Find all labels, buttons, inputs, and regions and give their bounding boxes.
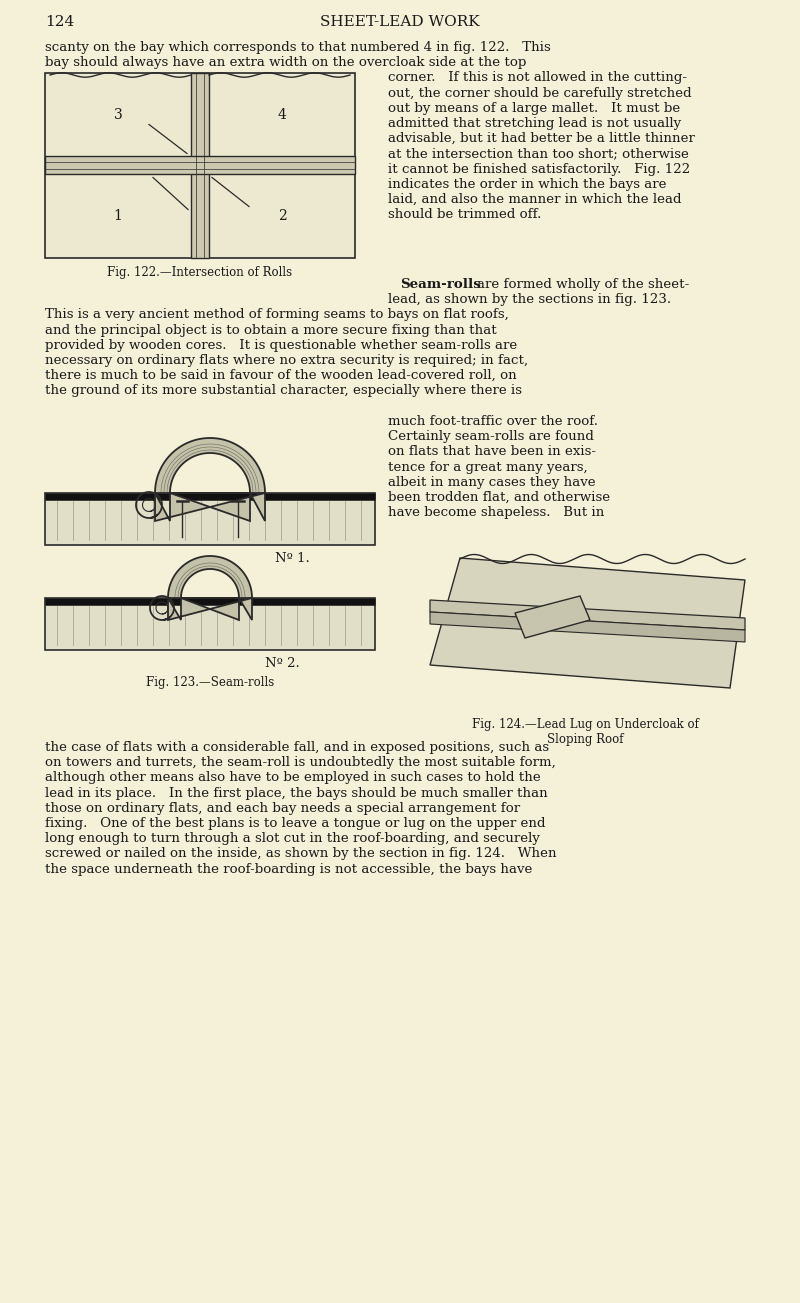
- Text: should be trimmed off.: should be trimmed off.: [388, 208, 542, 222]
- Text: 1: 1: [114, 210, 122, 223]
- Text: the space underneath the roof-boarding is not accessible, the bays have: the space underneath the roof-boarding i…: [45, 863, 532, 876]
- Text: indicates the order in which the bays are: indicates the order in which the bays ar…: [388, 177, 666, 190]
- Text: out, the corner should be carefully stretched: out, the corner should be carefully stre…: [388, 86, 692, 99]
- Text: those on ordinary flats, and each bay needs a special arrangement for: those on ordinary flats, and each bay ne…: [45, 801, 520, 814]
- Text: at the intersection than too short; otherwise: at the intersection than too short; othe…: [388, 147, 689, 160]
- Polygon shape: [515, 595, 590, 638]
- Text: are formed wholly of the sheet-: are formed wholly of the sheet-: [477, 278, 690, 291]
- Polygon shape: [45, 598, 375, 605]
- Text: Nº 2.: Nº 2.: [265, 657, 300, 670]
- Text: Seam-rolls: Seam-rolls: [400, 278, 481, 291]
- Text: admitted that stretching lead is not usually: admitted that stretching lead is not usu…: [388, 117, 681, 130]
- Text: on flats that have been in exis-: on flats that have been in exis-: [388, 446, 596, 459]
- Text: SHEET-LEAD WORK: SHEET-LEAD WORK: [320, 16, 480, 29]
- Polygon shape: [45, 73, 355, 258]
- Text: 2: 2: [278, 210, 286, 223]
- Text: 3: 3: [114, 108, 122, 121]
- Text: lead, as shown by the sections in fig. 123.: lead, as shown by the sections in fig. 1…: [388, 293, 671, 306]
- Text: scanty on the bay which corresponds to that numbered 4 in fig. 122.   This: scanty on the bay which corresponds to t…: [45, 40, 550, 53]
- Text: on towers and turrets, the seam-roll is undoubtedly the most suitable form,: on towers and turrets, the seam-roll is …: [45, 756, 556, 769]
- Text: Nº 1.: Nº 1.: [275, 552, 310, 566]
- Text: provided by wooden cores.   It is questionable whether seam-rolls are: provided by wooden cores. It is question…: [45, 339, 518, 352]
- Text: it cannot be finished satisfactorily.   Fig. 122: it cannot be finished satisfactorily. Fi…: [388, 163, 690, 176]
- Text: out by means of a large mallet.   It must be: out by means of a large mallet. It must …: [388, 102, 680, 115]
- Text: screwed or nailed on the inside, as shown by the section in fig. 124.   When: screwed or nailed on the inside, as show…: [45, 847, 557, 860]
- Text: corner.   If this is not allowed in the cutting-: corner. If this is not allowed in the cu…: [388, 72, 687, 85]
- Text: 124: 124: [45, 16, 74, 29]
- Polygon shape: [191, 73, 209, 258]
- Polygon shape: [45, 598, 375, 650]
- Text: albeit in many cases they have: albeit in many cases they have: [388, 476, 596, 489]
- Text: much foot-traffic over the roof.: much foot-traffic over the roof.: [388, 414, 598, 427]
- Text: the case of flats with a considerable fall, and in exposed positions, such as: the case of flats with a considerable fa…: [45, 741, 549, 754]
- Polygon shape: [430, 599, 745, 629]
- Polygon shape: [168, 556, 252, 620]
- Polygon shape: [45, 493, 375, 500]
- Text: This is a very ancient method of forming seams to bays on flat roofs,: This is a very ancient method of forming…: [45, 309, 509, 322]
- Text: long enough to turn through a slot cut in the roof-boarding, and securely: long enough to turn through a slot cut i…: [45, 833, 540, 846]
- Text: been trodden flat, and otherwise: been trodden flat, and otherwise: [388, 491, 610, 504]
- Text: the ground of its more substantial character, especially where there is: the ground of its more substantial chara…: [45, 384, 522, 397]
- Text: 4: 4: [278, 108, 286, 121]
- Text: Certainly seam-rolls are found: Certainly seam-rolls are found: [388, 430, 594, 443]
- Text: have become shapeless.   But in: have become shapeless. But in: [388, 506, 604, 519]
- Text: laid, and also the manner in which the lead: laid, and also the manner in which the l…: [388, 193, 682, 206]
- Polygon shape: [45, 493, 375, 545]
- Text: Fig. 123.—Seam-rolls: Fig. 123.—Seam-rolls: [146, 676, 274, 689]
- Text: there is much to be said in favour of the wooden lead-covered roll, on: there is much to be said in favour of th…: [45, 369, 517, 382]
- Text: and the principal object is to obtain a more secure fixing than that: and the principal object is to obtain a …: [45, 323, 497, 336]
- Polygon shape: [155, 438, 265, 521]
- Text: Fig. 122.—Intersection of Rolls: Fig. 122.—Intersection of Rolls: [107, 266, 293, 279]
- Polygon shape: [45, 156, 355, 175]
- Text: although other means also have to be employed in such cases to hold the: although other means also have to be emp…: [45, 771, 541, 784]
- Text: tence for a great many years,: tence for a great many years,: [388, 460, 588, 473]
- Text: lead in its place.   In the first place, the bays should be much smaller than: lead in its place. In the first place, t…: [45, 787, 548, 800]
- Text: advisable, but it had better be a little thinner: advisable, but it had better be a little…: [388, 132, 695, 145]
- Polygon shape: [430, 612, 745, 642]
- Text: necessary on ordinary flats where no extra security is required; in fact,: necessary on ordinary flats where no ext…: [45, 354, 528, 367]
- Text: fixing.   One of the best plans is to leave a tongue or lug on the upper end: fixing. One of the best plans is to leav…: [45, 817, 546, 830]
- Text: Fig. 124.—Lead Lug on Undercloak of
Sloping Roof: Fig. 124.—Lead Lug on Undercloak of Slop…: [471, 718, 698, 747]
- Text: bay should always have an extra width on the overcloak side at the top: bay should always have an extra width on…: [45, 56, 526, 69]
- Polygon shape: [430, 558, 745, 688]
